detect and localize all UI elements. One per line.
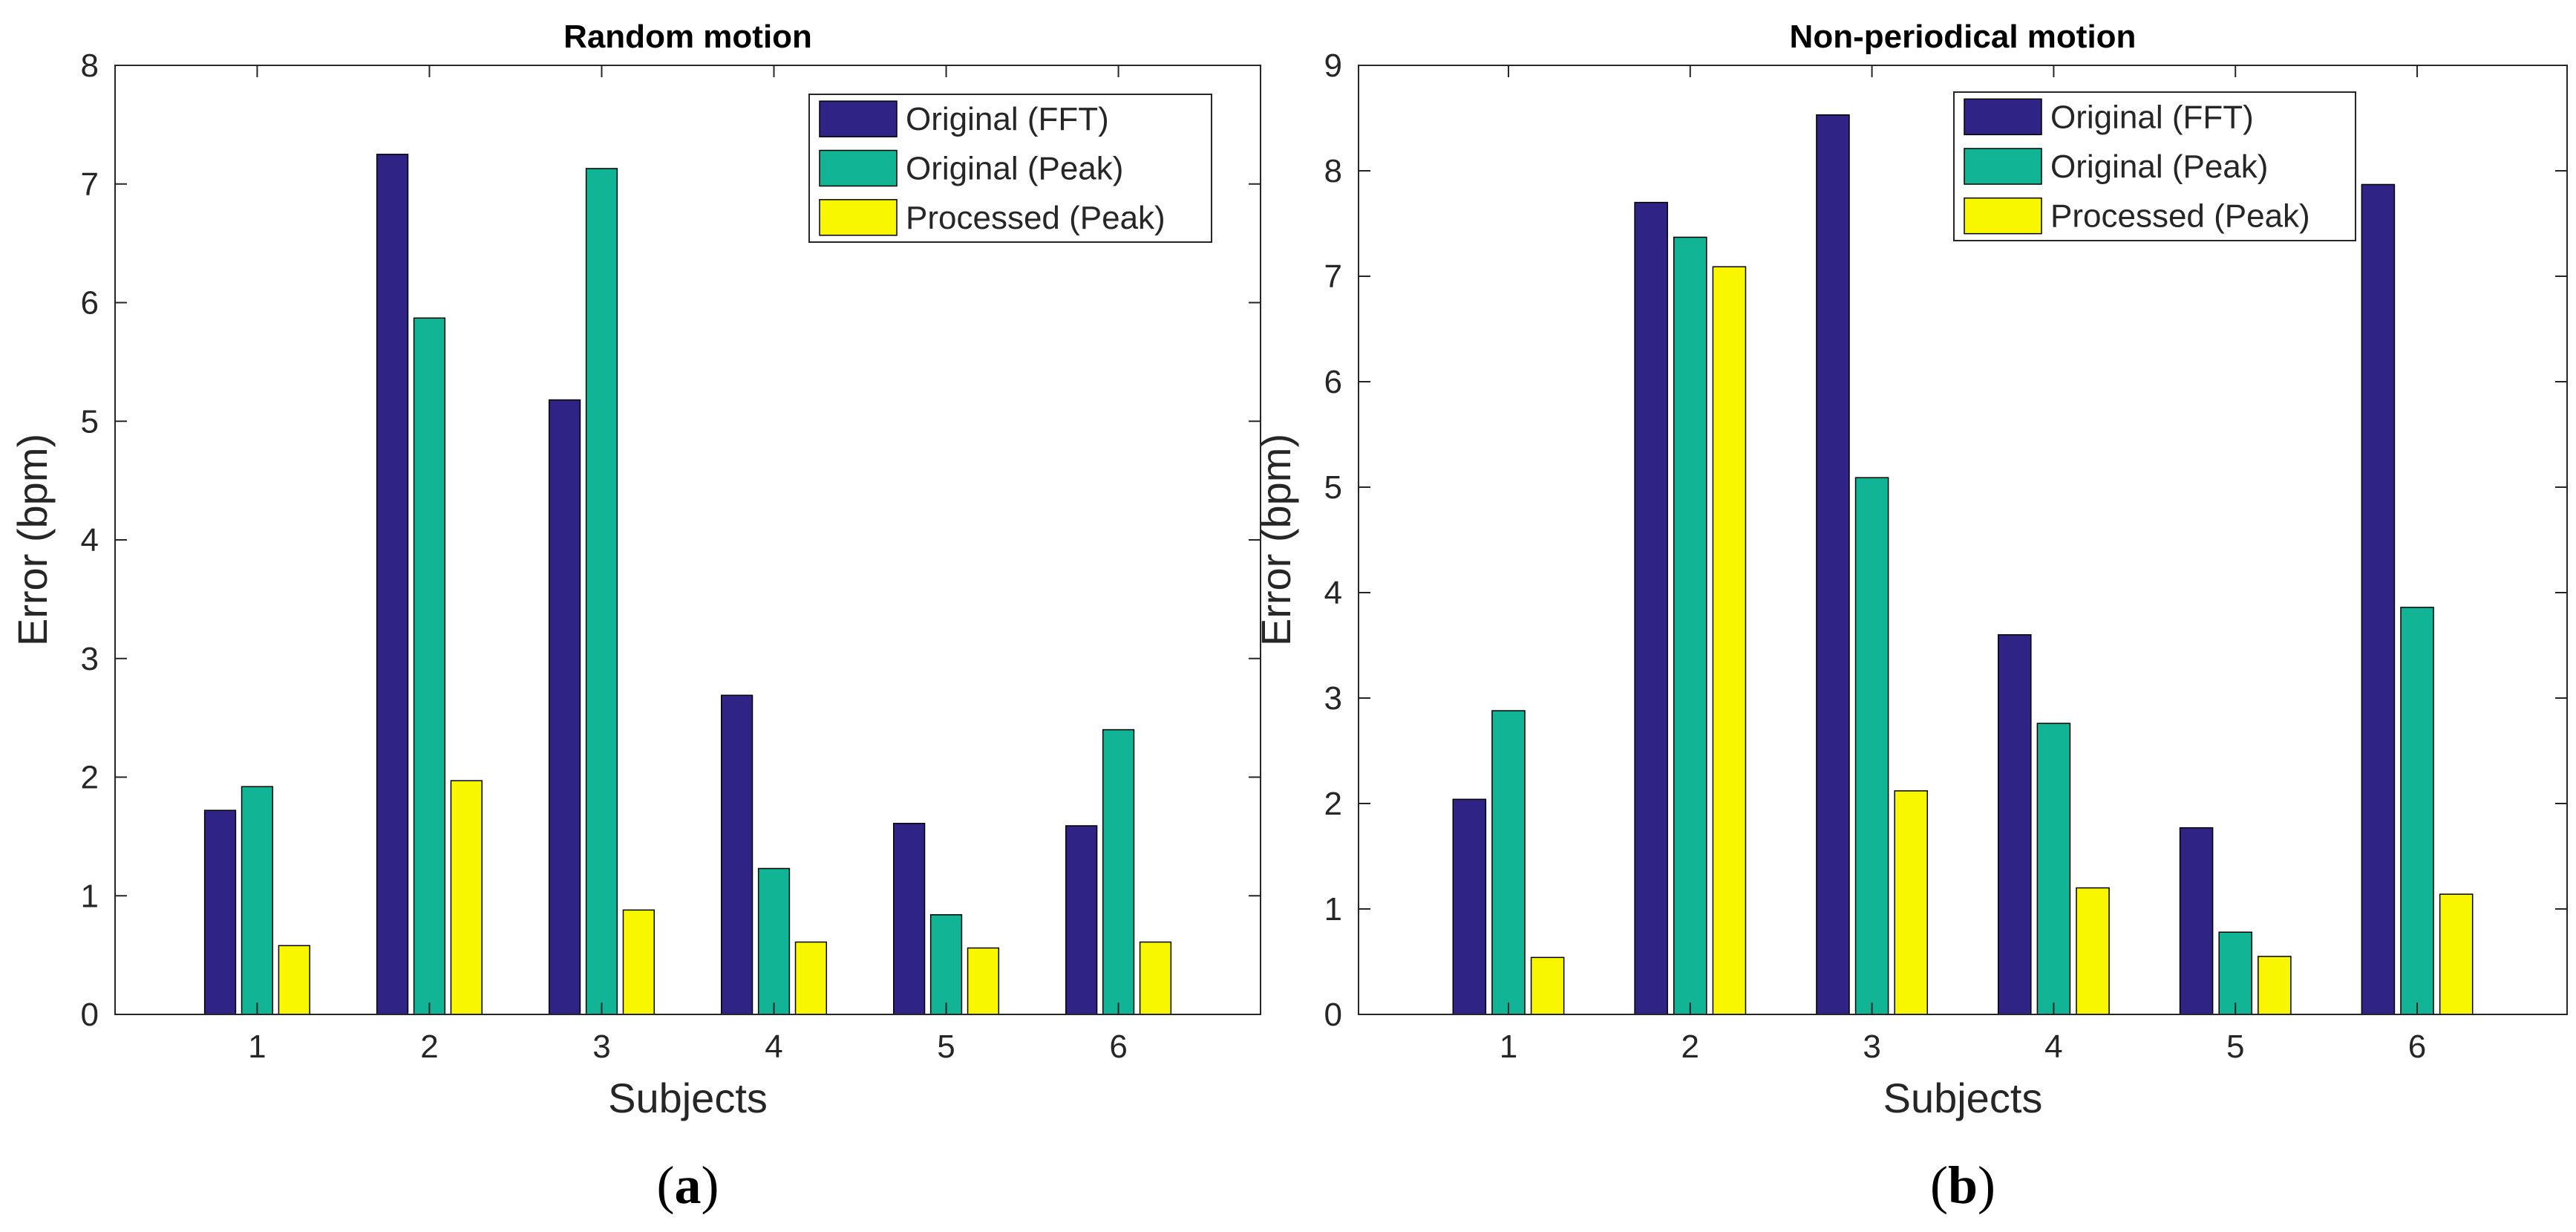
bar-original_fft-subject-6 [1065, 825, 1098, 1015]
chart-panel-1: 0 1 2 3 4 5 6 7 8 1 2 3 4 5 6 Random motion Subjects Erro… [9, 19, 1261, 1215]
x-tick-label: 1 [248, 1029, 266, 1065]
y-tick-label: 0 [81, 997, 99, 1033]
bar-processed_peak-subject-5 [967, 947, 1000, 1015]
series-original_fft [1452, 114, 2396, 1015]
y-tick-label: 2 [81, 760, 99, 796]
bar-original_fft-subject-5 [2179, 827, 2214, 1015]
bar-original_peak-subject-6 [2400, 607, 2434, 1015]
bar-original_peak-subject-6 [1102, 729, 1135, 1015]
x-tick-label: 3 [1863, 1029, 1880, 1065]
bar-original_fft-subject-4 [720, 694, 753, 1015]
x-axis-label: Subjects [1883, 1075, 2043, 1121]
bar-original_fft-subject-3 [548, 399, 581, 1015]
legend-swatch-original_peak [1964, 148, 2042, 185]
bar-processed_peak-subject-3 [622, 909, 656, 1015]
y-tick-label: 0 [1324, 997, 1342, 1033]
legend-swatch-original_peak [819, 149, 898, 187]
legend-swatch-original_fft [819, 100, 898, 137]
y-tick-label: 4 [1324, 575, 1342, 611]
bar-processed_peak-subject-5 [2258, 956, 2292, 1015]
legend-swatch-original_fft [1964, 98, 2042, 136]
x-tick-label: 2 [1681, 1029, 1699, 1065]
bar-processed_peak-subject-6 [1139, 941, 1172, 1015]
x-tick-label: 2 [420, 1029, 438, 1065]
bar-original_peak-subject-3 [1854, 477, 1889, 1015]
axes-box [1358, 65, 2568, 1015]
legend-label-processed_peak: Processed (Peak) [2050, 198, 2310, 235]
bar-processed_peak-subject-2 [1712, 266, 1747, 1015]
legend-label-processed_peak: Processed (Peak) [906, 200, 1166, 236]
chart-title: Random motion [563, 19, 812, 55]
x-tick-label: 6 [2408, 1029, 2426, 1065]
bar-original_fft-subject-1 [203, 809, 237, 1015]
chart-panel-2: 0 1 2 3 4 5 6 7 8 9 1 2 3 4 5 6 Non-periodical motion Sub… [1252, 19, 2568, 1215]
chart-title: Non-periodical motion [1790, 19, 2137, 55]
bar-processed_peak-subject-1 [1530, 956, 1565, 1015]
bar-original_peak-subject-1 [1491, 710, 1526, 1015]
legend-label-original_fft: Original (FFT) [2050, 99, 2254, 135]
y-axis-label: Error (bpm) [1252, 434, 1299, 646]
y-tick-label: 3 [81, 641, 99, 677]
bar-original_peak-subject-3 [585, 168, 618, 1015]
series-original_fft [203, 154, 1098, 1015]
bar-processed_peak-subject-4 [794, 941, 828, 1015]
bar-original_fft-subject-3 [1816, 114, 1850, 1015]
legend-label-original_peak: Original (Peak) [906, 151, 1123, 187]
x-axis-label: Subjects [608, 1075, 768, 1121]
series-original_peak [1491, 236, 2434, 1015]
bar-processed_peak-subject-4 [2076, 887, 2110, 1015]
bar-original_peak-subject-5 [929, 914, 963, 1015]
y-tick-label: 5 [81, 403, 99, 440]
bar-original_fft-subject-1 [1452, 798, 1487, 1015]
series-processed_peak [278, 780, 1172, 1015]
x-tick-label: 5 [937, 1029, 955, 1065]
legend-label-original_fft: Original (FFT) [906, 101, 1109, 137]
y-tick-label: 5 [1324, 469, 1342, 506]
legend: Original (FFT) Original (Peak) Processed (… [808, 94, 1212, 243]
legend-label-original_peak: Original (Peak) [2050, 149, 2268, 185]
y-tick-label: 4 [81, 522, 99, 558]
bar-original_peak-subject-2 [413, 317, 446, 1015]
bar-original_fft-subject-2 [376, 154, 409, 1015]
series-original_peak [241, 168, 1135, 1015]
legend-swatch-processed_peak [1964, 197, 2042, 235]
panel-caption: (a) [657, 1156, 719, 1215]
y-axis-label: Error (bpm) [9, 434, 56, 646]
bar-original_fft-subject-2 [1634, 201, 1668, 1015]
legend-swatch-processed_peak [819, 199, 898, 236]
bar-processed_peak-subject-2 [450, 780, 483, 1015]
y-tick-label: 6 [1324, 364, 1342, 400]
x-tick-label: 6 [1109, 1029, 1127, 1065]
bar-original_peak-subject-4 [2036, 723, 2071, 1015]
bar-processed_peak-subject-1 [278, 945, 310, 1015]
x-tick-label: 1 [1500, 1029, 1517, 1065]
y-tick-label: 1 [81, 878, 99, 914]
bar-original_fft-subject-5 [893, 823, 926, 1015]
y-tick-label: 7 [1324, 258, 1342, 295]
bar-original_peak-subject-1 [241, 786, 274, 1015]
y-tick-label: 6 [81, 285, 99, 322]
y-tick-label: 1 [1324, 891, 1342, 928]
bar-processed_peak-subject-6 [2439, 893, 2474, 1015]
x-tick-label: 4 [765, 1029, 782, 1065]
bar-original_fft-subject-6 [2361, 183, 2396, 1015]
bar-original_peak-subject-2 [1673, 236, 1707, 1015]
y-tick-label: 9 [1324, 48, 1342, 84]
bar-original_peak-subject-4 [757, 867, 791, 1015]
bar-original_fft-subject-4 [1997, 634, 2032, 1015]
bar-processed_peak-subject-3 [1894, 790, 1929, 1015]
x-tick-label: 5 [2226, 1029, 2244, 1065]
y-tick-label: 8 [1324, 153, 1342, 189]
x-tick-label: 4 [2044, 1029, 2062, 1065]
y-tick-label: 2 [1324, 786, 1342, 822]
y-tick-label: 8 [81, 48, 99, 84]
panel-caption: (b) [1930, 1156, 1995, 1215]
y-tick-label: 3 [1324, 680, 1342, 717]
y-tick-label: 7 [81, 166, 99, 203]
bar-original_peak-subject-5 [2218, 931, 2253, 1015]
x-tick-label: 3 [592, 1029, 610, 1065]
legend: Original (FFT) Original (Peak) Processed (… [1953, 91, 2356, 241]
